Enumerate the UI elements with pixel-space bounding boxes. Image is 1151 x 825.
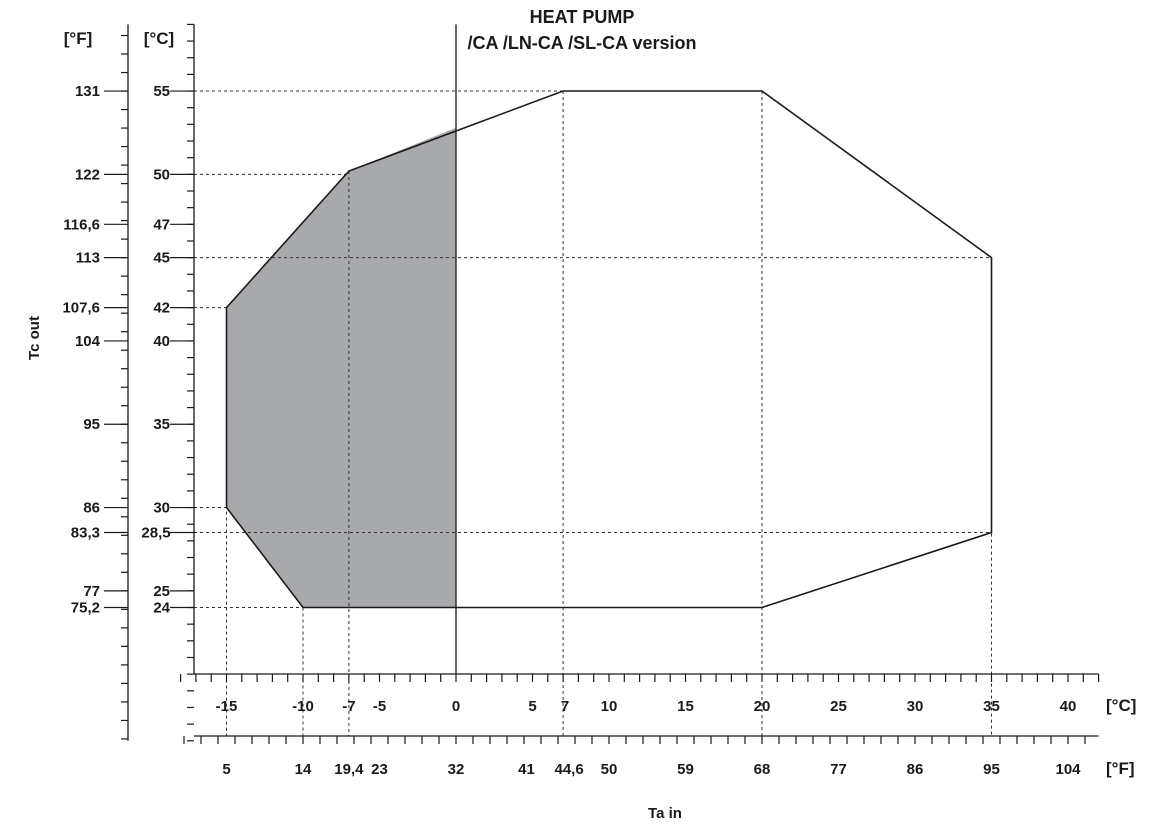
x-tick-label-fahrenheit: 19,4 [334,761,364,778]
x-tick-label-fahrenheit: 32 [448,761,465,778]
y-tick-label-fahrenheit: 116,6 [63,216,100,233]
y-tick-label-fahrenheit: 95 [83,416,100,433]
y-tick-label-celsius: 50 [153,166,170,183]
x-tick-label-celsius: -7 [342,698,355,715]
x-unit-celsius: [°C] [1106,696,1136,715]
x-tick-label-fahrenheit: 68 [754,761,771,778]
x-tick-label-celsius: 10 [601,698,618,715]
y-tick-label-celsius: 42 [153,300,170,317]
x-tick-label-fahrenheit: 77 [830,761,847,778]
y-tick-label-fahrenheit: 113 [76,250,100,267]
x-tick-label-celsius: 35 [983,698,1000,715]
x-tick-label-celsius: -15 [216,698,238,715]
y-tick-label-fahrenheit: 104 [75,333,101,350]
x-tick-label-celsius: 40 [1060,698,1077,715]
axes-layer [127,24,1099,741]
x-tick-label-fahrenheit: 104 [1055,761,1081,778]
ticks-layer [104,23,1100,744]
x-tick-label-fahrenheit: 95 [983,761,1000,778]
y-tick-label-fahrenheit: 107,6 [62,300,100,317]
y-tick-label-celsius: 30 [153,500,170,517]
labels-layer: 555047454240353028,52524131122116,611310… [62,83,1081,778]
x-unit-fahrenheit: [°F] [1106,759,1135,778]
y-tick-label-fahrenheit: 86 [83,500,100,517]
y-tick-label-fahrenheit: 131 [75,83,100,100]
shaded-region-layer [226,127,456,608]
x-tick-label-fahrenheit: 86 [907,761,924,778]
y-tick-label-celsius: 24 [153,600,170,617]
y-tick-label-celsius: 35 [153,416,170,433]
x-tick-label-celsius: 0 [452,698,460,715]
x-tick-label-celsius: 25 [830,698,847,715]
y-tick-label-celsius: 45 [153,250,170,267]
x-tick-label-celsius: 30 [907,698,924,715]
y-tick-label-celsius: 28,5 [141,525,170,542]
x-tick-label-celsius: 7 [561,698,569,715]
shaded-region [226,127,456,608]
x-axis-title: Ta in [648,805,682,822]
chart-title: HEAT PUMP [530,7,635,27]
y-unit-celsius: [°C] [144,29,174,48]
y-tick-label-celsius: 47 [153,216,170,233]
x-tick-label-fahrenheit: 5 [222,761,230,778]
x-tick-label-fahrenheit: 23 [371,761,388,778]
y-tick-label-fahrenheit: 83,3 [71,525,100,542]
x-tick-label-celsius: 20 [754,698,771,715]
y-tick-label-celsius: 40 [153,333,170,350]
x-tick-label-fahrenheit: 59 [677,761,694,778]
y-axis-title: Tc out [26,316,43,360]
y-tick-label-celsius: 25 [153,583,170,600]
y-tick-label-celsius: 55 [153,83,170,100]
x-tick-label-fahrenheit: 41 [518,761,535,778]
x-tick-label-fahrenheit: 50 [601,761,618,778]
x-tick-label-celsius: 5 [528,698,536,715]
x-tick-label-celsius: -10 [292,698,314,715]
y-unit-fahrenheit: [°F] [64,29,93,48]
y-tick-label-fahrenheit: 75,2 [71,600,100,617]
x-tick-label-fahrenheit: 14 [295,761,312,778]
y-tick-label-fahrenheit: 77 [83,583,100,600]
x-tick-label-celsius: -5 [373,698,386,715]
x-tick-label-fahrenheit: 44,6 [554,761,583,778]
y-tick-label-fahrenheit: 122 [75,166,100,183]
chart-subtitle: /CA /LN-CA /SL-CA version [467,33,696,53]
x-tick-label-celsius: 15 [677,698,694,715]
